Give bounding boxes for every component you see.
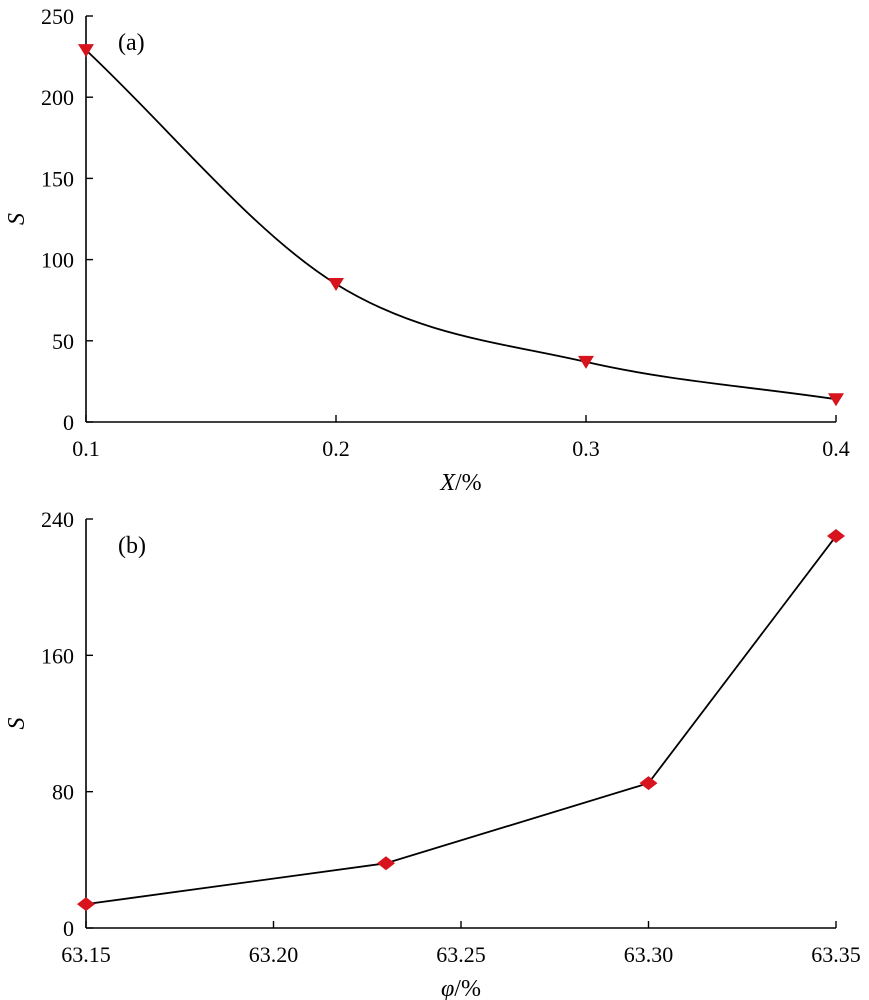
x-tick-label: 63.15 [61, 942, 111, 967]
data-point [827, 529, 845, 544]
x-tick-label: 0.2 [322, 436, 350, 461]
x-axis-title-unit: /% [455, 470, 482, 496]
data-point [578, 355, 594, 369]
series-line [85, 535, 837, 906]
y-tick-label: 80 [52, 780, 74, 805]
x-axis-title-var: φ [441, 976, 454, 1000]
x-tick-label: 63.25 [436, 942, 486, 967]
y-axis-title: S [4, 718, 30, 730]
data-point [639, 776, 658, 791]
x-tick-label: 0.3 [572, 436, 600, 461]
y-tick-label: 0 [63, 916, 74, 941]
x-tick-label: 63.35 [811, 942, 861, 967]
x-axis-title-var: X [439, 470, 456, 496]
panel-label: (b) [118, 533, 146, 559]
y-tick-label: 50 [52, 329, 74, 354]
x-axis-title-unit: /% [454, 976, 481, 1000]
y-tick-label: 150 [41, 166, 74, 191]
x-axis-title: φ/% [441, 976, 481, 1000]
y-axis-title: S [4, 213, 30, 225]
y-tick-label: 250 [41, 4, 74, 29]
x-tick-label: 63.20 [249, 942, 299, 967]
panel-label: (a) [118, 30, 145, 56]
x-tick-label: 0.4 [822, 436, 850, 461]
chart-panel-1: 0.1 0.2 0.3 0.4 0 50 100 150 200 250 (a) S X/% [4, 4, 850, 496]
x-axis-title: X/% [439, 470, 481, 496]
data-point [78, 44, 94, 58]
x-tick-label: 63.30 [624, 942, 674, 967]
data-point [377, 856, 395, 871]
data-point [328, 277, 344, 291]
x-tick-label: 0.1 [72, 436, 100, 461]
y-tick-label: 240 [41, 507, 74, 532]
series-line [85, 49, 837, 401]
y-tick-label: 160 [41, 643, 74, 668]
data-point [828, 393, 844, 407]
chart-panel-2: 63.15 63.20 63.25 63.30 63.35 0 80 160 240 (b) Sφ/… [4, 507, 861, 1000]
y-tick-label: 200 [41, 85, 74, 110]
data-point [77, 897, 95, 912]
y-tick-label: 0 [63, 410, 74, 435]
y-tick-label: 100 [41, 248, 74, 273]
